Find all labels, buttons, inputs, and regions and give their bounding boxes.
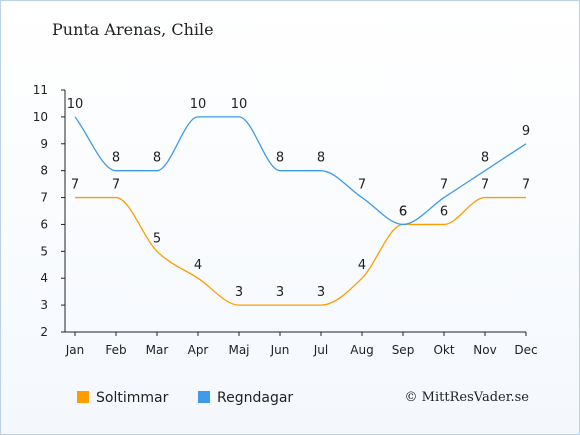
data-label-regndagar: 8 xyxy=(153,151,161,166)
data-label-soltimmar: 4 xyxy=(358,258,366,273)
data-label-soltimmar: 3 xyxy=(317,285,325,300)
data-label-soltimmar: 6 xyxy=(440,204,448,219)
x-tick-label: Dec xyxy=(514,343,537,357)
credit-text: © MittResVader.se xyxy=(404,390,529,405)
data-label-regndagar: 7 xyxy=(358,178,366,193)
series-line-regndagar xyxy=(74,116,527,226)
series-line-soltimmar xyxy=(75,196,526,306)
data-label-regndagar: 8 xyxy=(481,151,489,166)
legend-swatch-regndagar xyxy=(198,391,210,403)
y-tick-label: 7 xyxy=(40,191,48,205)
data-label-regndagar: 7 xyxy=(440,178,448,193)
x-tick-label: Feb xyxy=(105,343,126,357)
x-tick-label: Apr xyxy=(188,343,209,357)
legend-label-soltimmar: Soltimmar xyxy=(96,390,169,406)
data-label-soltimmar: 3 xyxy=(235,285,243,300)
x-tick-label: Nov xyxy=(473,343,496,357)
data-label-regndagar: 10 xyxy=(231,97,248,112)
y-tick-label: 11 xyxy=(33,83,48,97)
legend-label-regndagar: Regndagar xyxy=(217,390,294,406)
x-tick-label: Sep xyxy=(392,343,415,357)
data-label-regndagar: 8 xyxy=(112,151,120,166)
data-label-soltimmar: 5 xyxy=(153,231,161,246)
y-tick-label: 4 xyxy=(40,271,48,285)
y-tick-label: 6 xyxy=(40,217,48,231)
y-tick-label: 5 xyxy=(40,244,48,258)
x-tick-label: Jan xyxy=(65,343,85,357)
data-label-soltimmar: 4 xyxy=(194,258,202,273)
data-label-soltimmar: 7 xyxy=(112,178,120,193)
data-label-regndagar: 9 xyxy=(522,124,530,139)
y-tick-label: 10 xyxy=(33,110,48,124)
y-tick-label: 2 xyxy=(40,325,48,339)
y-tick-label: 8 xyxy=(40,164,48,178)
data-label-soltimmar: 7 xyxy=(522,178,530,193)
legend-swatch-soltimmar xyxy=(77,391,89,403)
y-tick-label: 9 xyxy=(40,137,48,151)
data-label-regndagar: 6 xyxy=(399,204,407,219)
chart-title: Punta Arenas, Chile xyxy=(52,20,214,39)
legend-item-soltimmar: Soltimmar xyxy=(77,390,168,406)
legend-item-regndagar: Regndagar xyxy=(198,390,293,406)
x-tick-label: Mar xyxy=(146,343,169,357)
data-label-regndagar: 8 xyxy=(276,151,284,166)
x-tick-label: Aug xyxy=(350,343,373,357)
x-tick-label: Maj xyxy=(228,343,249,357)
data-label-regndagar: 8 xyxy=(317,151,325,166)
x-tick-label: Jul xyxy=(313,343,328,357)
data-label-soltimmar: 6 xyxy=(399,204,407,219)
y-tick-label: 3 xyxy=(40,298,48,312)
data-label-soltimmar: 3 xyxy=(276,285,284,300)
data-label-regndagar: 10 xyxy=(67,97,84,112)
data-label-soltimmar: 7 xyxy=(71,178,79,193)
data-label-soltimmar: 7 xyxy=(481,178,489,193)
x-tick-label: Okt xyxy=(433,343,454,357)
x-tick-label: Jun xyxy=(270,343,290,357)
data-label-regndagar: 10 xyxy=(190,97,207,112)
